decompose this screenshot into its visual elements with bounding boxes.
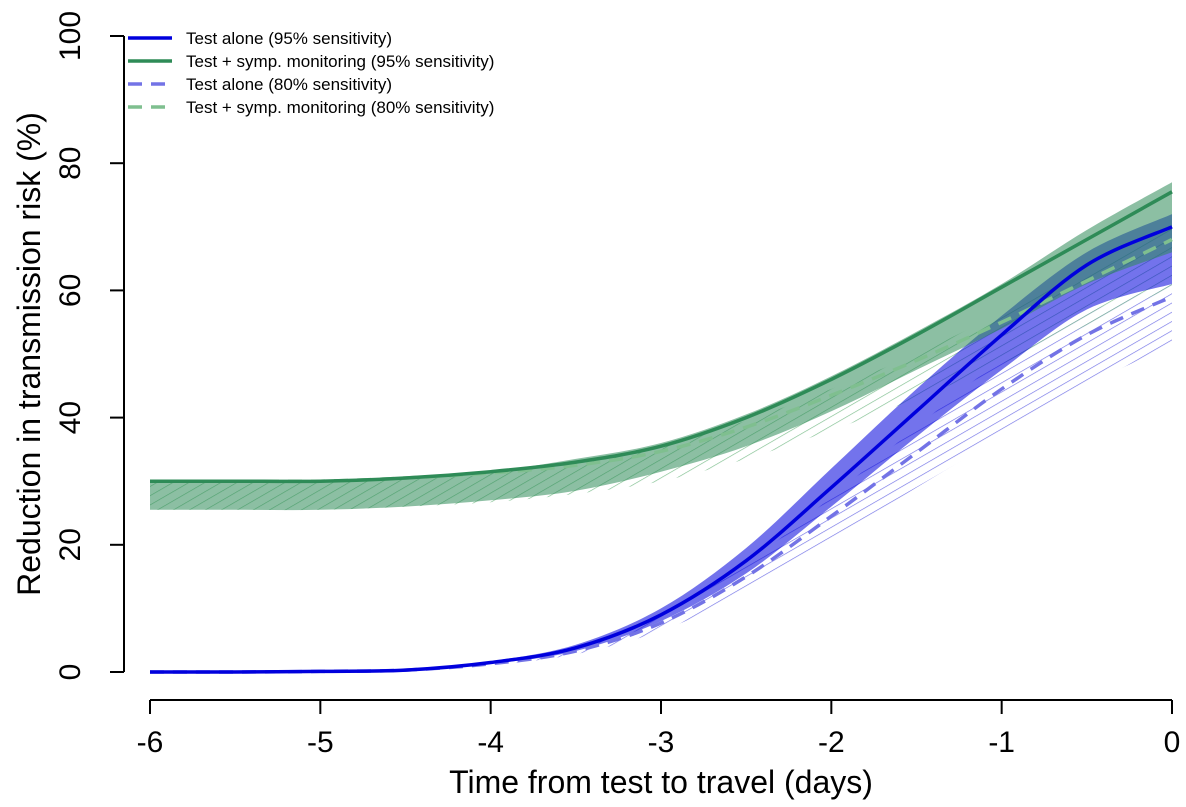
x-tick-label: 0 xyxy=(1164,726,1181,759)
x-tick-label: -5 xyxy=(307,726,334,759)
x-tick-label: -1 xyxy=(988,726,1015,759)
y-tick-label: 20 xyxy=(54,528,87,561)
ci-bands xyxy=(150,182,1172,673)
series-lines xyxy=(149,190,1173,674)
legend-label: Test alone (95% sensitivity) xyxy=(186,29,392,48)
series-line-2 xyxy=(150,190,1173,484)
x-axis-ticks: -6 -5 -4 -3 -2 -1 0 xyxy=(137,700,1181,759)
y-tick-label: 60 xyxy=(54,274,87,307)
y-axis-title: Reduction in transmission risk (%) xyxy=(11,112,47,596)
legend: Test alone (95% sensitivity) Test + symp.… xyxy=(128,29,494,117)
y-tick-label: 0 xyxy=(54,664,87,681)
x-tick-label: -4 xyxy=(477,726,504,759)
legend-label: Test + symp. monitoring (95% sensitivity… xyxy=(186,52,494,71)
legend-label: Test alone (80% sensitivity) xyxy=(186,75,392,94)
x-axis-title: Time from test to travel (days) xyxy=(449,764,873,800)
y-tick-label: 100 xyxy=(54,11,87,61)
series-line-1 xyxy=(149,225,1173,674)
y-tick-label: 80 xyxy=(54,147,87,180)
x-tick-label: -2 xyxy=(818,726,845,759)
x-tick-label: -6 xyxy=(137,726,164,759)
y-tick-label: 40 xyxy=(54,401,87,434)
legend-label: Test + symp. monitoring (80% sensitivity… xyxy=(186,98,494,117)
x-tick-label: -3 xyxy=(648,726,675,759)
y-axis-ticks: 0 20 40 60 80 100 xyxy=(54,11,124,680)
